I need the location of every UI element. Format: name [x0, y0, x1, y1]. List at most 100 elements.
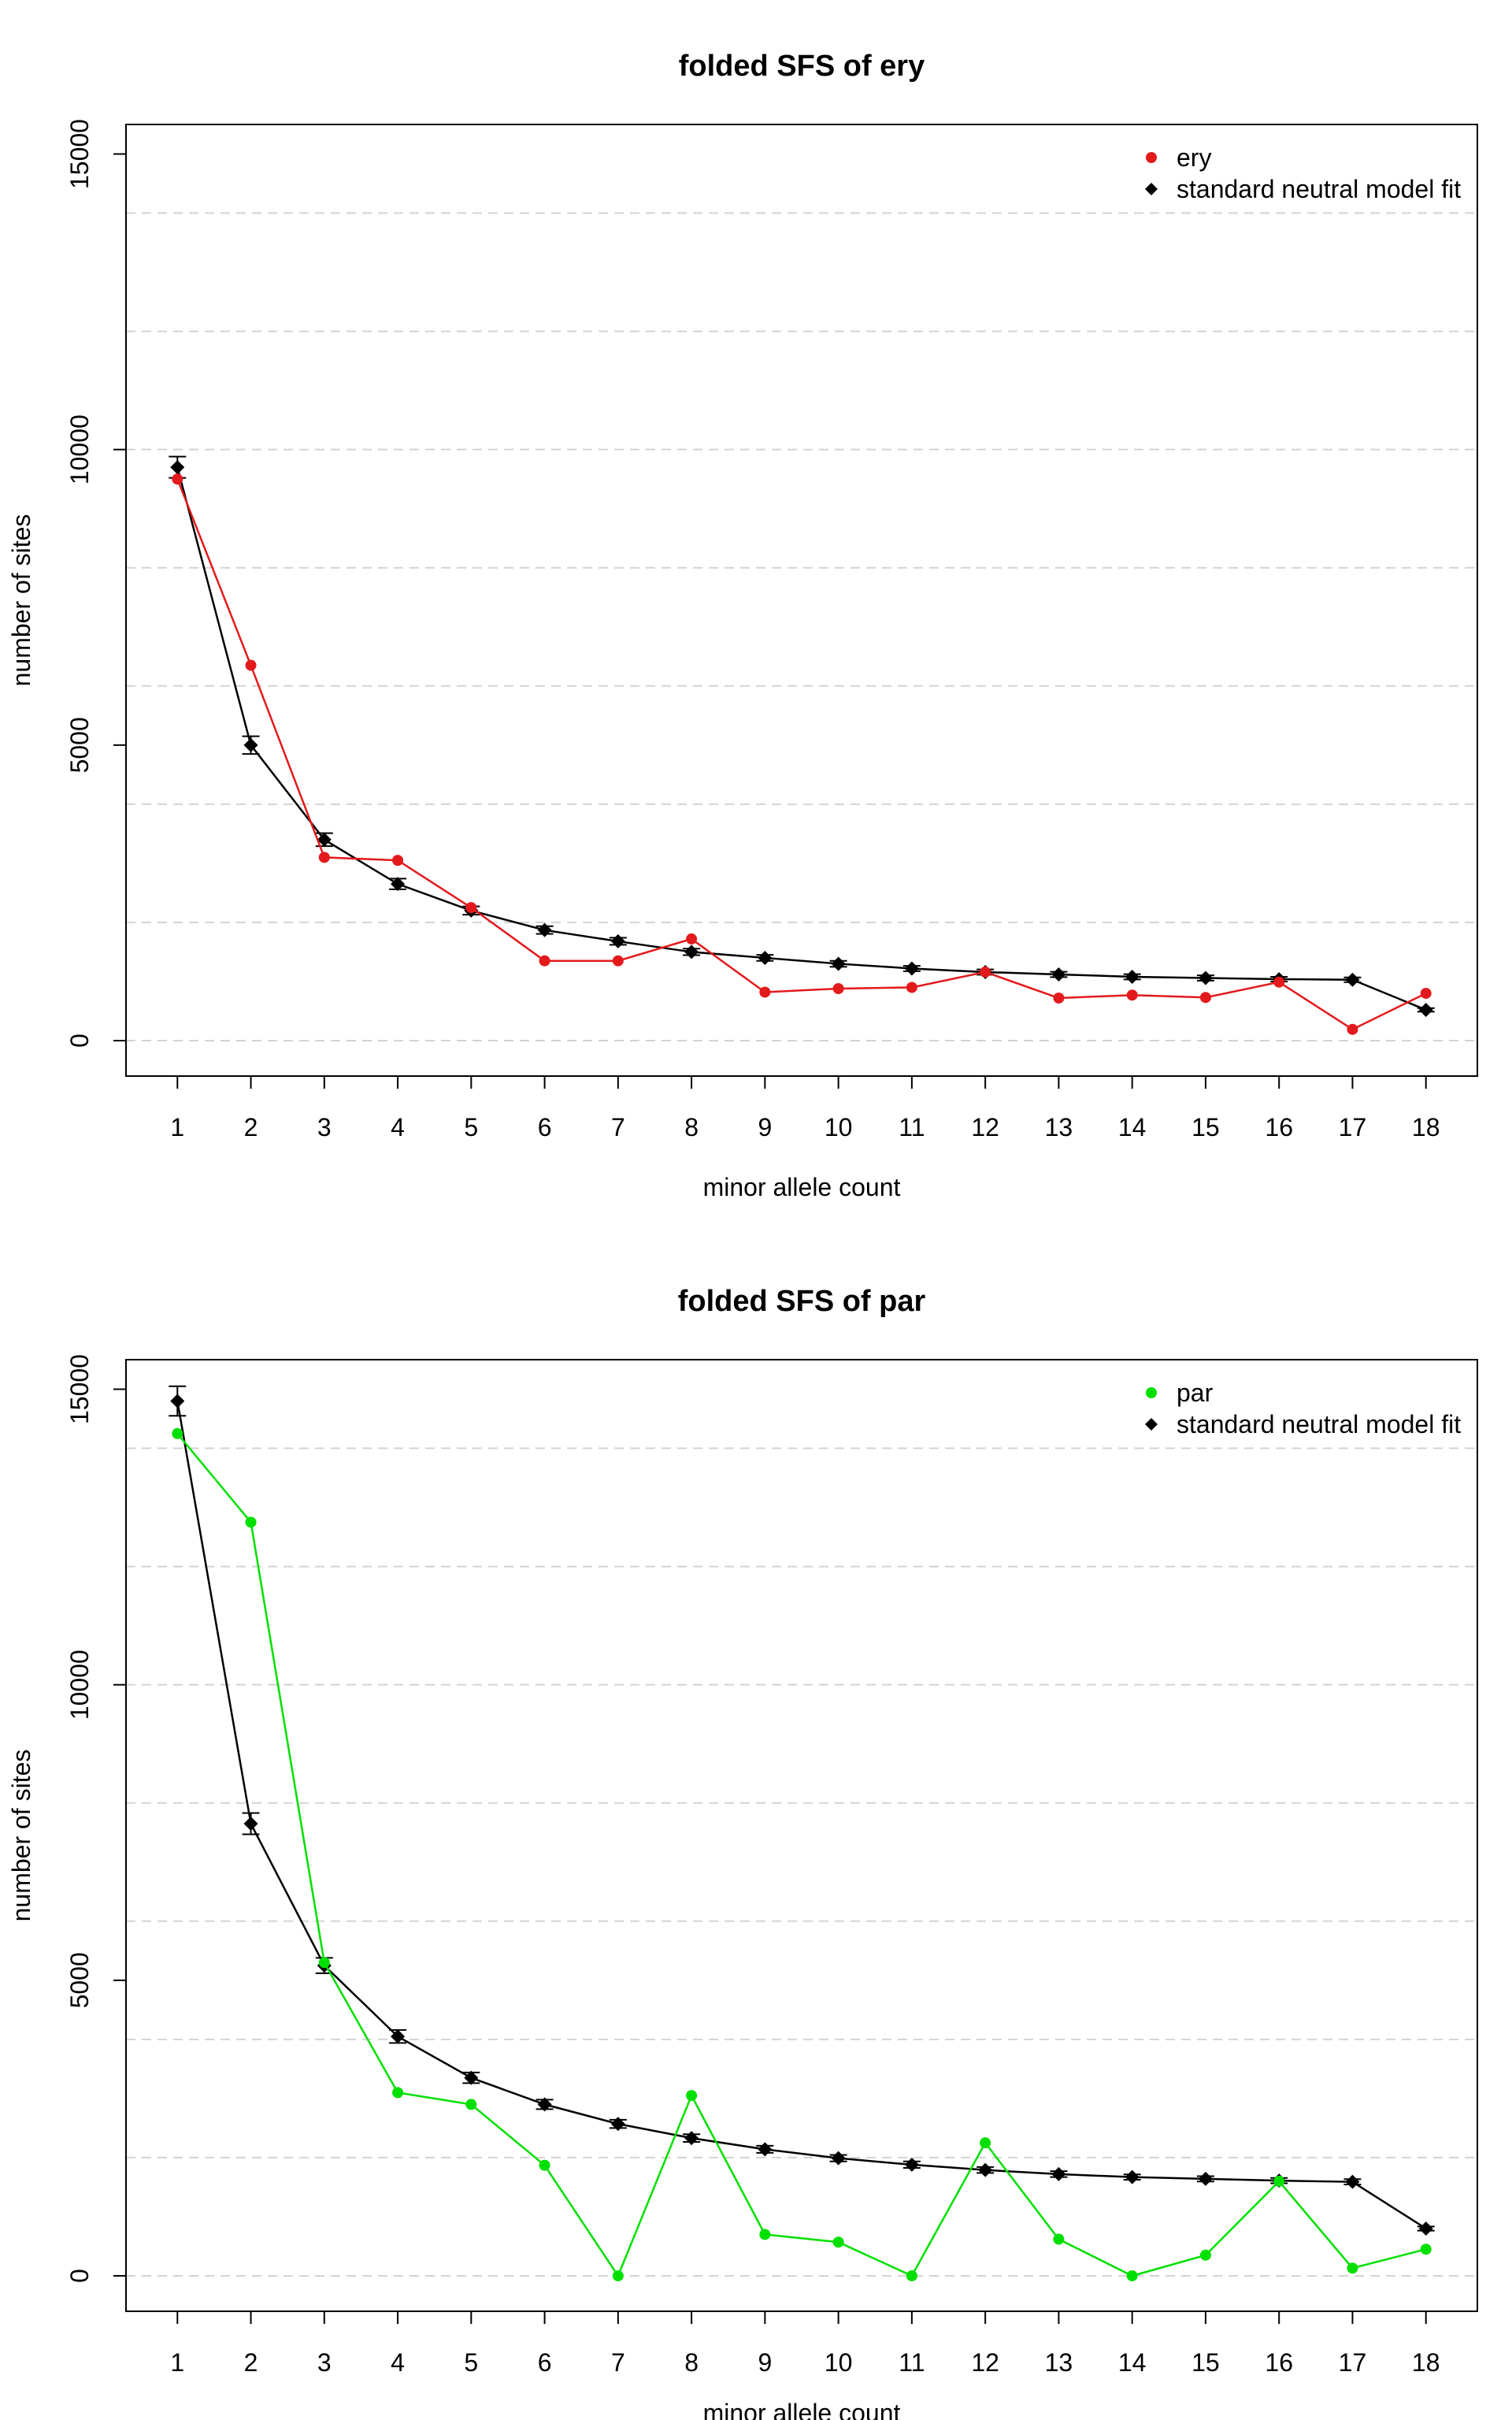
- data-point: [318, 1957, 330, 1969]
- x-tick-label: 2: [244, 1113, 258, 1141]
- data-point: [172, 473, 183, 485]
- x-tick-label: 10: [825, 2348, 853, 2377]
- data-point: [1345, 972, 1360, 987]
- data-point: [1420, 987, 1432, 999]
- y-tick-label: 0: [65, 1034, 94, 1048]
- x-tick-label: 1: [170, 1113, 184, 1141]
- data-point: [610, 933, 625, 948]
- data-point: [980, 2137, 991, 2149]
- data-point: [831, 2151, 846, 2166]
- data-point: [245, 1516, 257, 1528]
- x-tick-label: 5: [464, 1113, 478, 1141]
- series-model-fit: [169, 1385, 1435, 2236]
- data-point: [1198, 2171, 1213, 2186]
- series-line: [176, 1432, 1427, 2278]
- series-line: [176, 478, 1427, 1031]
- data-point: [1053, 2233, 1065, 2245]
- data-point: [831, 956, 846, 971]
- data-point: [1053, 992, 1065, 1004]
- x-tick-label: 12: [971, 2348, 999, 2377]
- data-point: [906, 2270, 917, 2281]
- data-point: [684, 2131, 699, 2146]
- data-point: [1126, 989, 1138, 1001]
- x-tick-label: 8: [684, 1113, 699, 1141]
- data-point: [245, 659, 257, 671]
- x-tick-label: 7: [611, 1113, 625, 1141]
- x-tick-label: 18: [1412, 1113, 1440, 1141]
- y-axis: 0 5000 10000 15000 number of sites: [7, 1354, 126, 2283]
- gridlines: [126, 1447, 1477, 2277]
- legend-marker: [1145, 183, 1158, 195]
- data-point: [686, 933, 698, 945]
- y-tick-label: 10000: [65, 414, 94, 484]
- x-tick-label: 3: [317, 2348, 332, 2377]
- y-axis-label: number of sites: [7, 1750, 35, 1922]
- data-point: [612, 955, 624, 967]
- data-point: [832, 2236, 844, 2248]
- data-point: [1198, 971, 1213, 985]
- y-tick-label: 5000: [65, 717, 94, 773]
- x-axis-label: minor allele count: [703, 2399, 901, 2420]
- x-tick-label: 14: [1118, 1113, 1147, 1141]
- x-tick-label: 6: [538, 2348, 552, 2377]
- data-point: [612, 2270, 624, 2281]
- data-point: [684, 945, 699, 959]
- data-point: [1418, 1002, 1433, 1017]
- data-point: [980, 966, 991, 978]
- y-tick-label: 15000: [65, 1354, 94, 1424]
- data-point: [1125, 969, 1140, 984]
- data-point: [1199, 2249, 1211, 2261]
- y-tick-label: 15000: [65, 119, 94, 189]
- data-point: [317, 832, 332, 847]
- data-point: [243, 1816, 258, 1831]
- x-tick-label: 1: [170, 2348, 184, 2377]
- data-point: [1051, 967, 1066, 982]
- data-point: [978, 2162, 993, 2177]
- x-tick-label: 11: [899, 2348, 925, 2377]
- data-point: [759, 2229, 771, 2240]
- data-point: [1273, 2175, 1285, 2187]
- data-point: [392, 2087, 404, 2099]
- data-point: [1347, 1023, 1358, 1035]
- y-axis-label: number of sites: [7, 514, 35, 687]
- legend: ery standard neutral model fit: [1145, 143, 1461, 203]
- data-point: [392, 855, 404, 867]
- data-point: [464, 2070, 479, 2085]
- x-tick-label: 16: [1265, 2348, 1293, 2377]
- data-point: [243, 737, 258, 752]
- x-tick-label: 10: [825, 1113, 853, 1141]
- legend-label: standard neutral model fit: [1177, 175, 1461, 203]
- data-point: [686, 2090, 698, 2102]
- data-point: [465, 2099, 477, 2110]
- x-tick-label: 9: [758, 2348, 772, 2377]
- series-line: [176, 466, 1427, 1011]
- data-point: [610, 2117, 625, 2132]
- x-tick-label: 4: [391, 2348, 405, 2377]
- data-point: [170, 1394, 185, 1409]
- chart-title: folded SFS of par: [678, 1285, 926, 1318]
- data-point: [1420, 2244, 1432, 2255]
- x-tick-label: 8: [684, 2348, 699, 2377]
- data-point: [904, 961, 919, 976]
- x-axis-label: minor allele count: [703, 1173, 901, 1201]
- x-tick-label: 3: [317, 1113, 332, 1141]
- legend-marker: [1146, 1387, 1157, 1398]
- x-tick-label: 15: [1191, 2348, 1220, 2377]
- x-tick-label: 11: [899, 1113, 925, 1141]
- x-tick-label: 16: [1265, 1113, 1293, 1141]
- legend-label: ery: [1177, 143, 1211, 172]
- data-point: [1199, 992, 1211, 1004]
- x-tick-label: 15: [1191, 1113, 1220, 1141]
- data-point: [1418, 2221, 1433, 2236]
- data-point: [758, 2142, 773, 2157]
- y-tick-label: 10000: [65, 1650, 94, 1720]
- plot-area: [125, 1359, 1478, 2312]
- legend-label: standard neutral model fit: [1177, 1410, 1461, 1438]
- x-tick-label: 18: [1412, 2348, 1440, 2377]
- series-observed: [172, 473, 1432, 1035]
- data-point: [539, 2159, 550, 2171]
- legend-marker: [1146, 152, 1157, 163]
